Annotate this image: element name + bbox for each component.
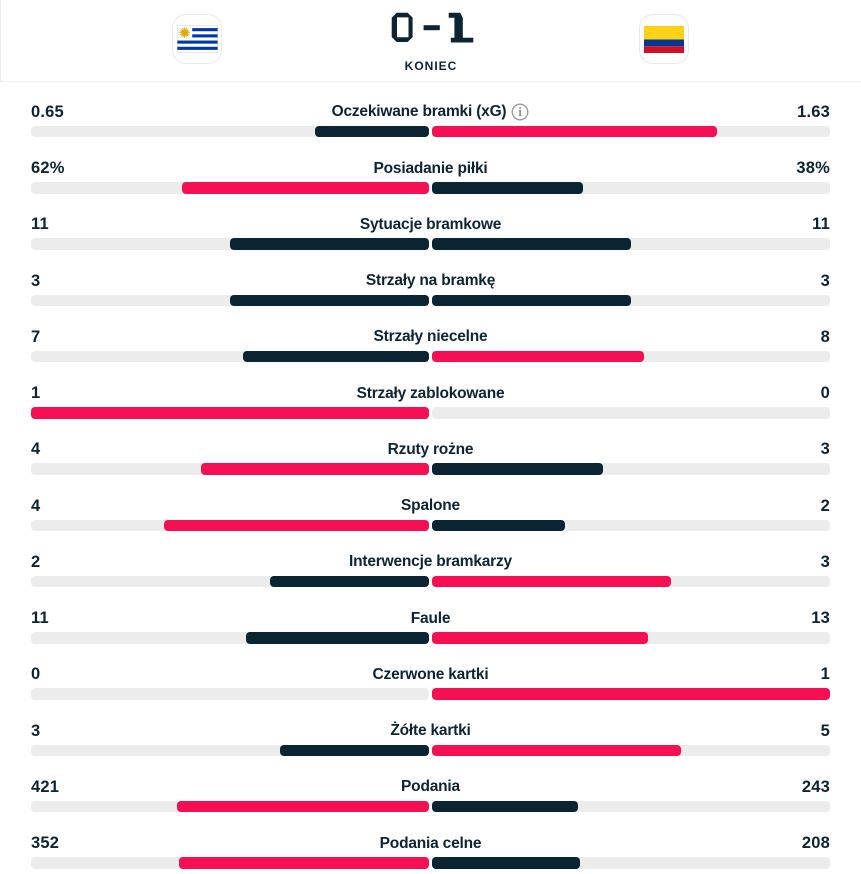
svg-text:i: i [519,105,523,119]
